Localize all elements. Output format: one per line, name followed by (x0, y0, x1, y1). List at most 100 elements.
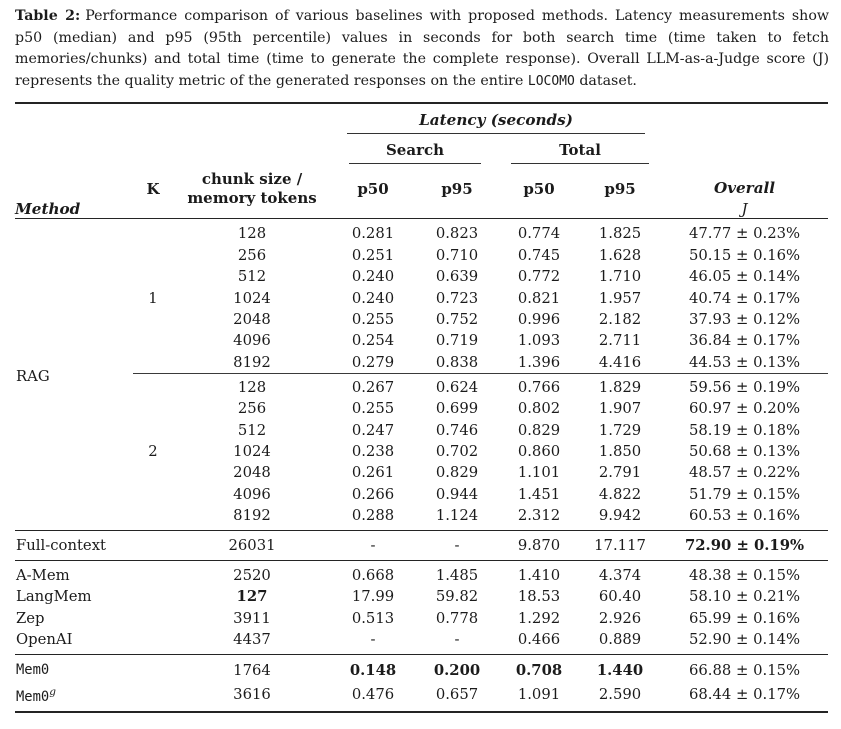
cell-s50: 0.240 (351, 289, 395, 307)
cell-method: Mem0g (15, 681, 133, 714)
method-superscript: g (49, 685, 56, 698)
cell-s50: 0.255 (351, 400, 395, 418)
cell-k (133, 219, 173, 245)
table-row: 4096 0.266 0.944 1.451 4.822 51.79 ± 0.15% (15, 484, 828, 505)
header-latency-group: Latency (seconds) (331, 103, 661, 135)
cell-s50: 0.513 (351, 609, 395, 627)
cell-s50: 0.267 (331, 372, 415, 398)
cell-s50: 0.254 (351, 332, 395, 350)
cell-s95: 0.719 (435, 332, 479, 350)
cell-t50: 0.802 (517, 400, 561, 418)
table-row: A-Mem 2520 0.668 1.485 1.410 4.374 48.38 ± 0.1… (15, 560, 829, 587)
cell-s50: 0.240 (351, 268, 395, 286)
cell-j: 58.19 ± 0.18% (688, 421, 801, 439)
table-row: 8192 0.279 0.838 1.396 4.416 44.53 ± 0.13% (15, 351, 828, 373)
cell-s50: 0.261 (351, 464, 395, 482)
table-row: 128 0.267 0.624 0.766 1.829 59.56 ± 0.19% (15, 372, 829, 398)
header-row-columns: K chunk size / memory tokens p50 p95 p50… (15, 164, 828, 220)
cell-j: 48.57 ± 0.22% (688, 464, 801, 482)
header-total-label: Total (559, 141, 601, 160)
cell-t50: 0.829 (517, 421, 561, 439)
cell-j: 46.05 ± 0.14% (688, 268, 801, 286)
header-chunk: chunk size / memory tokens (173, 164, 331, 220)
cell-j: 47.77 ± 0.23% (688, 225, 801, 243)
cell-chunk: 512 (237, 268, 267, 286)
header-overall: Overall J (661, 103, 829, 220)
cell-j: 50.68 ± 0.13% (688, 442, 801, 460)
cell-chunk: 2048 (233, 310, 271, 328)
table-row: Zep 3911 0.513 0.778 1.292 2.926 65.99 ± 0.16% (15, 608, 828, 629)
cell-t50: 0.774 (517, 225, 561, 243)
cell-chunk: 8192 (233, 507, 271, 525)
cell-t95: 0.889 (598, 631, 642, 649)
cell-s95: - (454, 631, 460, 649)
cell-j: 58.10 ± 0.21% (688, 588, 801, 606)
cell-t95: 1.957 (598, 289, 642, 307)
cell-t95: 1.825 (598, 225, 642, 243)
cell-j: 37.93 ± 0.12% (688, 310, 801, 328)
cell-chunk: 128 (173, 372, 331, 398)
cell-chunk: 256 (237, 246, 267, 264)
cell-t95: 2.926 (598, 609, 642, 627)
cell-s95: 0.710 (435, 246, 479, 264)
method-label: RAG (16, 368, 50, 386)
cell-j: 60.97 ± 0.20% (688, 400, 801, 418)
results-table: Method Latency (seconds) Overall J Searc… (15, 102, 829, 714)
table-row: Mem0 1764 0.148 0.200 0.708 1.440 66.88 ± 0.15… (15, 654, 829, 682)
caption-tail: dataset. (574, 72, 637, 89)
header-row-subgroups: Search Total (15, 134, 828, 165)
cell-t50: 1.093 (517, 332, 561, 350)
cell-t50: 18.53 (517, 588, 561, 606)
cell-chunk: 1024 (233, 442, 271, 460)
header-method: Method (15, 103, 133, 220)
cell-j: 52.90 ± 0.14% (688, 631, 801, 649)
cell-chunk: 256 (237, 400, 267, 418)
cell-j: 48.38 ± 0.15% (661, 560, 829, 587)
cell-s95: 0.699 (435, 400, 479, 418)
cell-s50: 0.255 (351, 310, 395, 328)
cell-t50: 1.101 (517, 464, 561, 482)
cell-s95: 0.723 (435, 289, 479, 307)
cell-j: 44.53 ± 0.13% (688, 353, 801, 371)
cell-s95: 0.752 (435, 310, 479, 328)
header-row-groups: Method Latency (seconds) Overall J (15, 103, 829, 220)
cell-k (133, 654, 173, 682)
header-total-p95: p95 (579, 164, 662, 220)
table-row: 1 1024 0.240 0.723 0.821 1.957 40.74 ± 0.17% (15, 287, 828, 308)
cell-k (133, 419, 173, 440)
cell-k: 1 (148, 289, 158, 307)
table-row: 512 0.240 0.639 0.772 1.710 46.05 ± 0.14% (15, 266, 828, 287)
cell-k (133, 505, 173, 531)
cell-s95: 1.485 (415, 560, 499, 587)
cell-method: Zep (15, 608, 133, 629)
cell-t95: 2.791 (598, 464, 642, 482)
cell-j: 51.79 ± 0.15% (688, 485, 801, 503)
table-row: 2 1024 0.238 0.702 0.860 1.850 50.68 ± 0.13% (15, 441, 828, 462)
cell-t50: 0.821 (517, 289, 561, 307)
cell-t50: 1.410 (499, 560, 579, 587)
cell-k (133, 462, 173, 483)
table-row: 4096 0.254 0.719 1.093 2.711 36.84 ± 0.17% (15, 330, 828, 351)
method-label: A-Mem (16, 567, 70, 585)
cell-t95: 4.374 (579, 560, 662, 587)
cell-s95: 0.200 (415, 654, 499, 682)
cell-t95: 17.117 (579, 530, 662, 561)
cell-t95: 1.850 (598, 442, 642, 460)
cell-t95: 2.590 (579, 681, 662, 714)
header-total-group: Total (499, 134, 661, 165)
method-label: OpenAI (16, 631, 73, 649)
table-row: OpenAI 4437 - - 0.466 0.889 52.90 ± 0.14% (15, 629, 828, 655)
cell-chunk: 127 (236, 588, 268, 606)
table-row: 256 0.255 0.699 0.802 1.907 60.97 ± 0.20% (15, 398, 828, 419)
cell-s50: 0.251 (351, 246, 395, 264)
cell-chunk: 1024 (233, 289, 271, 307)
table-row: 256 0.251 0.710 0.745 1.628 50.15 ± 0.16% (15, 245, 828, 266)
table-row: 8192 0.288 1.124 2.312 9.942 60.53 ± 0.16% (15, 505, 828, 531)
cell-chunk: 4096 (233, 332, 271, 350)
header-search-p50: p50 (331, 164, 415, 220)
cell-s95: 0.746 (435, 421, 479, 439)
cell-t95: 4.416 (598, 353, 642, 371)
cell-method: Mem0 (15, 654, 133, 682)
cell-s50: - (370, 631, 376, 649)
cell-s50: 17.99 (351, 588, 395, 606)
